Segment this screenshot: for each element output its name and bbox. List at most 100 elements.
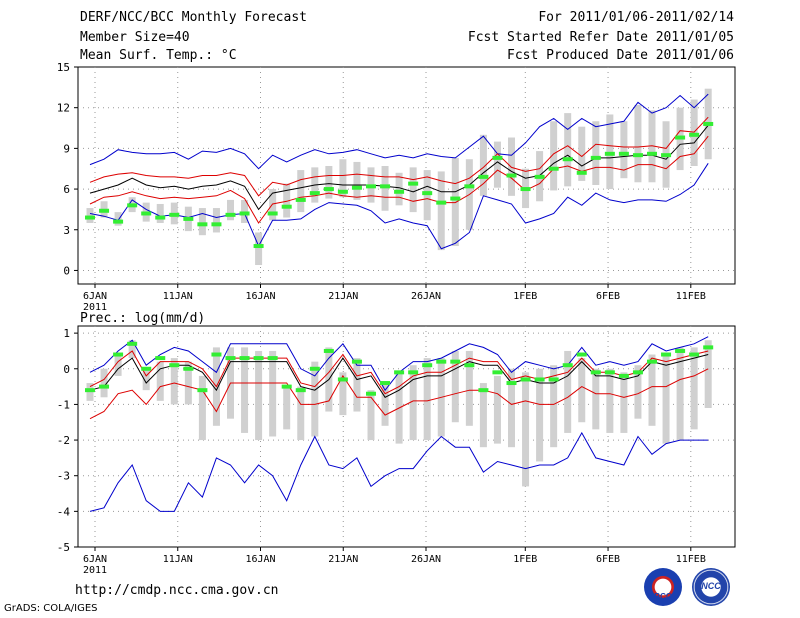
prec-obs-marker xyxy=(323,348,334,353)
ncc-logo: NCC xyxy=(692,568,730,606)
prec-obs-marker xyxy=(267,356,278,361)
prec-xtick-label: 16JAN xyxy=(245,554,275,565)
prec-obs-marker xyxy=(113,352,124,357)
prec-spread-bar xyxy=(156,361,164,401)
temp-obs-marker xyxy=(661,153,672,158)
temp-ytick-label: 15 xyxy=(57,61,70,74)
prec-obs-marker xyxy=(703,345,714,350)
temp-spread-bar xyxy=(283,183,291,218)
prec-ytick-label: -1 xyxy=(57,398,70,411)
fcst-started-date: Fcst Started Refer Date 2011/01/05 xyxy=(467,30,734,45)
temp-max-line xyxy=(89,93,709,170)
variable-label: Mean Surf. Temp.: °C xyxy=(80,48,237,63)
temp-xtick-label: 6FEB xyxy=(596,291,620,302)
temp-spread-bar xyxy=(493,141,501,188)
temp-spread-bar xyxy=(423,170,431,221)
temp-obs-marker xyxy=(408,181,419,186)
source-url[interactable]: http://cmdp.ncc.cma.gov.cn xyxy=(75,583,279,598)
prec-obs-marker xyxy=(366,391,376,396)
prec-ytick-label: -4 xyxy=(57,505,71,518)
temp-obs-marker xyxy=(478,174,489,179)
prec-obs-marker xyxy=(506,381,517,386)
prec-obs-marker xyxy=(436,359,447,364)
temp-hi-line xyxy=(89,116,709,197)
temp-spread-bar xyxy=(479,134,487,196)
prec-obs-marker xyxy=(548,377,559,382)
temp-spread-bar xyxy=(198,208,206,236)
prec-spread-bar xyxy=(198,375,206,441)
prec-spread-bar xyxy=(184,361,192,405)
prec-spread-bar xyxy=(311,361,319,437)
prec-spread-bar xyxy=(493,375,501,444)
prec-spread-bar xyxy=(676,347,684,441)
temp-xtick-label: 21JAN xyxy=(328,291,358,302)
temp-year-label: 2011 xyxy=(83,302,107,313)
prec-xtick-label: 11FEB xyxy=(676,554,706,565)
temp-spread-bar xyxy=(409,167,417,213)
prec-spread-bar xyxy=(648,354,656,426)
temp-spread-bar xyxy=(241,199,249,223)
prec-obs-marker xyxy=(127,341,138,346)
prec-xtick-label: 6JAN xyxy=(83,554,107,565)
prec-spread-bar xyxy=(620,372,628,433)
temp-obs-marker xyxy=(604,151,615,156)
prec-obs-marker xyxy=(141,366,152,371)
prec-spread-bar xyxy=(353,358,361,412)
temp-obs-marker xyxy=(675,135,686,140)
member-size: Member Size=40 xyxy=(80,30,190,45)
temp-obs-marker xyxy=(506,173,517,178)
prec-obs-marker xyxy=(647,359,657,364)
prec-obs-marker xyxy=(380,381,391,386)
temp-obs-marker xyxy=(464,184,475,189)
prec-obs-marker xyxy=(590,370,601,375)
prec-obs-marker xyxy=(632,370,643,375)
prec-min-line xyxy=(89,431,709,512)
prec-xtick-label: 6FEB xyxy=(596,554,620,565)
prec-spread-bar xyxy=(522,372,530,487)
temp-spread-bar xyxy=(255,232,263,266)
prec-obs-marker xyxy=(225,356,236,361)
temp-obs-marker xyxy=(632,153,643,158)
temp-spread-bar xyxy=(451,157,459,247)
fcst-produced-date: Fcst Produced Date 2011/01/06 xyxy=(507,48,734,63)
prec-ytick-label: 0 xyxy=(63,363,70,376)
temp-obs-marker xyxy=(267,211,278,216)
prec-spread-bar xyxy=(550,365,558,448)
prec-spread-bar xyxy=(142,368,150,391)
temp-obs-marker xyxy=(492,155,503,160)
prec-spread-bar xyxy=(592,368,600,430)
temp-obs-marker xyxy=(169,212,180,217)
temp-xtick-label: 1FEB xyxy=(513,291,537,302)
prec-spread-bar xyxy=(255,350,263,441)
prec-obs-marker xyxy=(394,370,405,375)
prec-obs-marker xyxy=(211,352,222,357)
prec-obs-marker xyxy=(253,356,264,361)
temp-obs-marker xyxy=(520,187,531,192)
prec-spread-bar xyxy=(297,386,305,441)
temp-obs-marker xyxy=(647,151,657,156)
temp-ytick-label: 6 xyxy=(63,183,70,196)
prec-spread-bar xyxy=(564,350,572,433)
prec-obs-marker xyxy=(675,348,686,353)
temp-xtick-label: 26JAN xyxy=(411,291,441,302)
prec-obs-marker xyxy=(295,388,306,393)
temp-xtick-label: 11JAN xyxy=(163,291,193,302)
temp-ytick-label: 12 xyxy=(57,102,70,115)
prec-obs-marker xyxy=(351,359,362,364)
temp-spread-bar xyxy=(325,166,333,199)
temp-obs-marker xyxy=(99,208,110,213)
temp-lo-line xyxy=(89,135,709,224)
prec-spread-bar xyxy=(423,358,431,441)
temp-obs-marker xyxy=(225,212,236,217)
prec-ytick-label: 1 xyxy=(63,327,70,340)
temp-spread-bar xyxy=(690,99,698,167)
prec-spread-bar xyxy=(114,354,122,376)
temp-obs-marker xyxy=(436,200,447,205)
prec-spread-bar xyxy=(451,350,459,423)
temp-spread-bar xyxy=(508,137,515,196)
temp-obs-marker xyxy=(211,222,222,227)
temp-xtick-label: 6JAN xyxy=(83,291,107,302)
temp-spread-bar xyxy=(212,208,220,233)
prec-obs-marker xyxy=(464,363,475,368)
